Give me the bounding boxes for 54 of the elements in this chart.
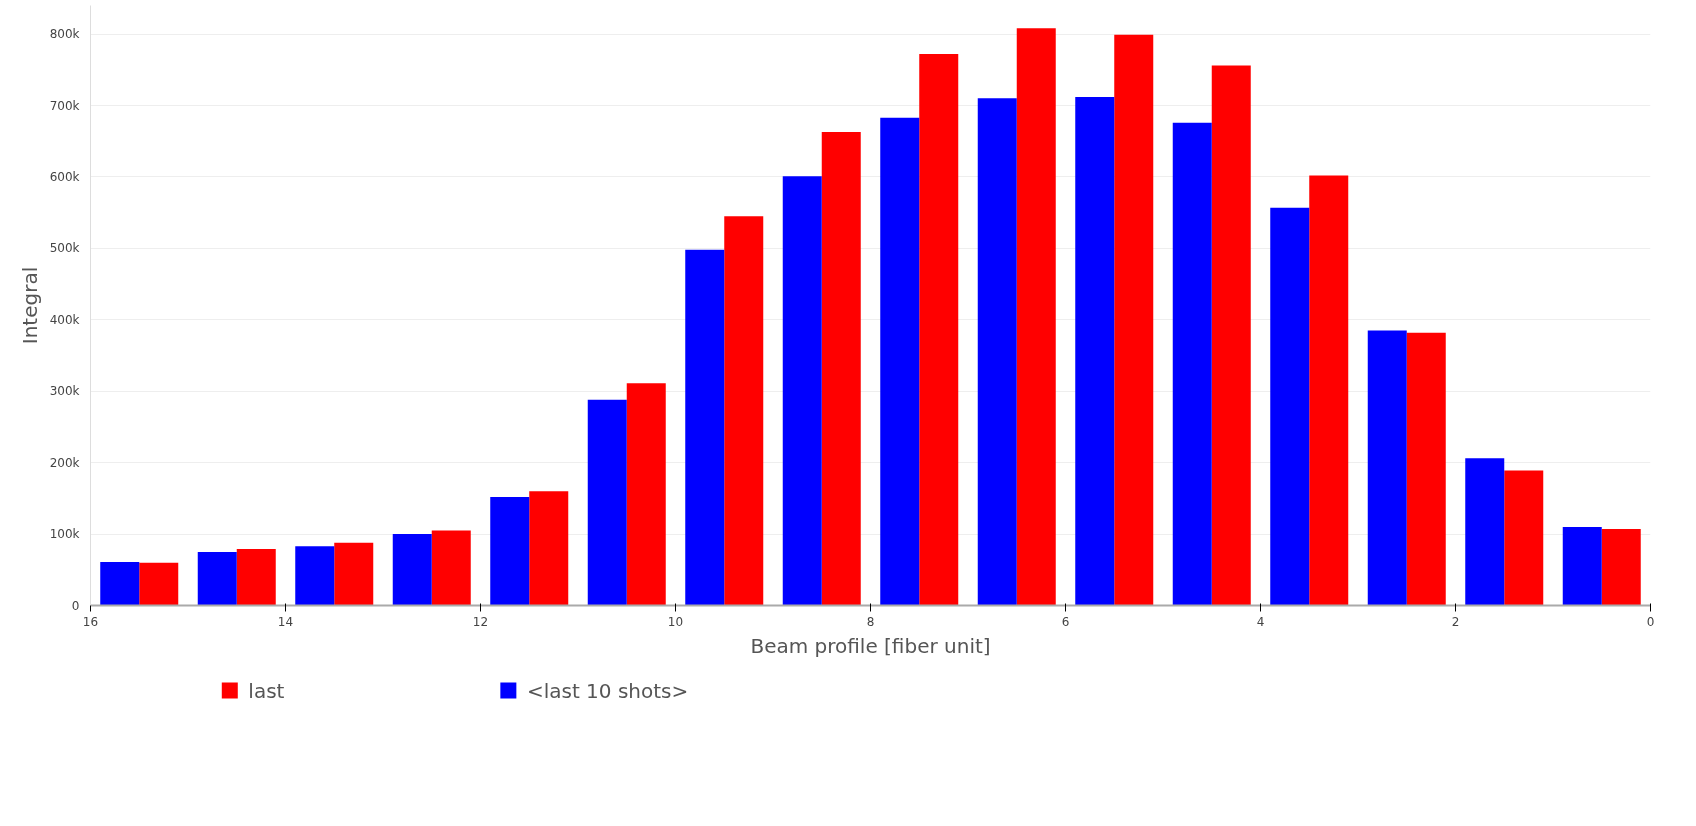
x-tick-label: 4 [1256, 614, 1265, 629]
y-tick-label: 600k [49, 169, 80, 184]
bar [295, 546, 335, 606]
bar [431, 530, 471, 606]
x-tick-label: 0 [1646, 614, 1655, 629]
y-tick-label: 300k [49, 384, 80, 399]
bar [685, 249, 725, 606]
y-axis-title: Integral [17, 266, 42, 345]
bar [529, 491, 569, 606]
legend-label: last [248, 678, 285, 703]
bar [490, 496, 530, 606]
bar [1172, 122, 1212, 606]
bar [236, 549, 276, 606]
x-tick-label: 6 [1061, 614, 1070, 629]
x-tick-label: 2 [1451, 614, 1460, 629]
bar [626, 383, 666, 606]
bar [1601, 529, 1641, 606]
bar [1504, 470, 1544, 606]
x-axis-title: Beam profile [fiber unit] [750, 633, 991, 658]
y-tick-label: 200k [49, 455, 80, 470]
bar [724, 216, 764, 606]
y-tick-label: 0 [71, 598, 80, 613]
y-tick-label: 500k [49, 241, 80, 256]
bar [100, 561, 140, 606]
bar [1465, 458, 1505, 606]
bar [919, 54, 959, 606]
bar [1211, 65, 1251, 606]
legend-label: <last 10 shots> [526, 678, 689, 703]
bar [1309, 175, 1349, 606]
bar [1562, 526, 1602, 606]
bar [977, 98, 1017, 606]
bar [880, 117, 920, 606]
y-tick-label: 800k [49, 27, 80, 42]
bar [1016, 28, 1056, 606]
x-tick-label: 10 [667, 614, 684, 629]
bar [392, 534, 432, 606]
bar [1270, 207, 1310, 606]
x-tick-label: 14 [277, 614, 294, 629]
bar [1406, 332, 1446, 606]
bar [782, 176, 822, 606]
bar [197, 551, 237, 606]
x-tick-label: 12 [472, 614, 489, 629]
bar [1114, 34, 1154, 606]
bar [334, 542, 374, 606]
bar [821, 131, 861, 606]
y-tick-label: 700k [49, 98, 80, 113]
bar [139, 562, 179, 606]
y-tick-label: 100k [49, 527, 80, 542]
bar [1367, 330, 1407, 606]
x-tick-label: 8 [866, 614, 875, 629]
bar [587, 399, 627, 606]
x-tick-label: 16 [82, 614, 99, 629]
y-tick-label: 400k [49, 312, 80, 327]
bar [1075, 96, 1115, 606]
